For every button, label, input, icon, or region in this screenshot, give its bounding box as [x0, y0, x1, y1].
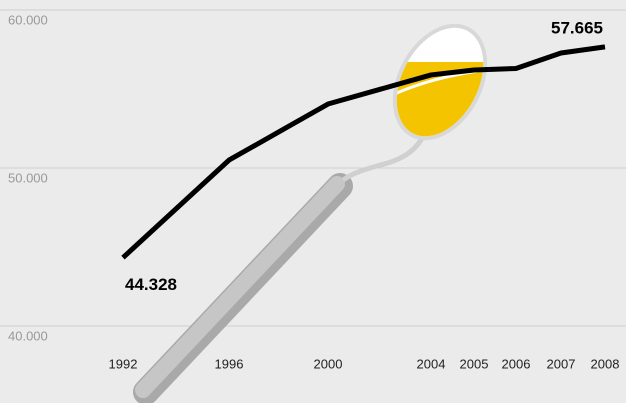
x-tick-label: 1992 [109, 356, 138, 371]
x-tick-label: 2004 [417, 356, 446, 371]
plot: 1992 1996 2000 2004 2005 2006 2007 2008 44.328 57… [109, 18, 620, 371]
y-tick-label: 60.000 [8, 12, 48, 27]
x-tick-label: 1996 [215, 356, 244, 371]
grid: 40.000 50.000 60.000 [0, 9, 626, 343]
x-tick-label: 2005 [460, 356, 489, 371]
spoon [133, 23, 500, 403]
line [121, 44, 606, 260]
data-label: 44.328 [125, 275, 177, 294]
x-tick-label: 2006 [502, 356, 531, 371]
x-tick-label: 2008 [591, 356, 620, 371]
x-tick-label: 2000 [314, 356, 343, 371]
x-tick-label: 2007 [547, 356, 576, 371]
data-label: 57.665 [551, 18, 603, 37]
y-tick-label: 40.000 [8, 328, 48, 343]
y-tick-label: 50.000 [8, 170, 48, 185]
